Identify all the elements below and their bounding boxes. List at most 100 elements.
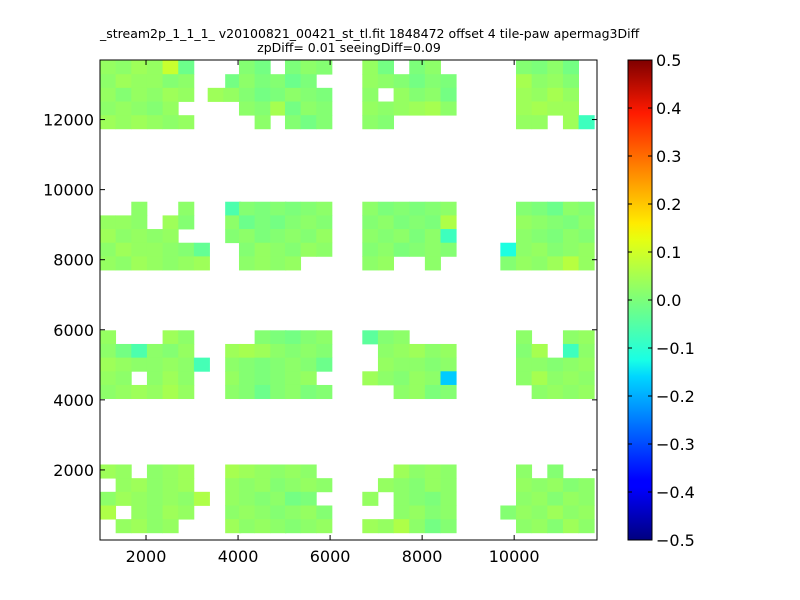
heatmap-cell: [146, 101, 163, 116]
heatmap-cell: [393, 343, 410, 359]
heatmap-cell: [578, 201, 595, 216]
heatmap-cell: [578, 478, 595, 493]
heatmap-cell: [146, 242, 163, 257]
heatmap-cell: [254, 505, 271, 520]
heatmap-cell: [500, 505, 517, 520]
heatmap-cell: [131, 256, 148, 271]
heatmap-cell: [100, 74, 117, 89]
heatmap-cell: [409, 201, 426, 216]
heatmap-cell: [284, 115, 302, 130]
heatmap-cell: [146, 343, 163, 359]
heatmap-cell: [393, 242, 410, 257]
heatmap-cell: [316, 384, 333, 400]
heatmap-cell: [254, 357, 271, 372]
heatmap-cell: [562, 60, 579, 75]
heatmap-cell: [424, 371, 441, 386]
heatmap-cell: [516, 330, 533, 345]
heatmap-cell: [178, 201, 195, 216]
heatmap-cell: [100, 357, 117, 372]
heatmap-cell: [316, 330, 333, 345]
heatmap-cell: [284, 464, 302, 479]
heatmap-cell: [516, 464, 533, 479]
chart-subtitle: zpDiff= 0.01 seeingDiff=0.09: [257, 40, 441, 55]
heatmap-cell: [270, 215, 287, 230]
heatmap-cell: [516, 343, 533, 359]
heatmap-cell: [146, 384, 163, 400]
heatmap-cell: [115, 229, 132, 244]
heatmap-cell: [424, 357, 441, 372]
heatmap-cell: [409, 74, 426, 89]
heatmap-cell: [562, 491, 579, 506]
heatmap-cell: [362, 519, 379, 534]
heatmap-cell: [254, 101, 271, 116]
heatmap-cell: [440, 87, 457, 102]
heatmap-cell: [300, 229, 317, 244]
heatmap-cell: [100, 371, 117, 386]
heatmap-cell: [146, 229, 163, 244]
heatmap-cell: [270, 101, 287, 116]
heatmap-cell: [377, 215, 394, 230]
heatmap-cell: [531, 256, 548, 271]
heatmap-cell: [547, 491, 564, 506]
heatmap-cell: [115, 215, 132, 230]
heatmap-cell: [562, 201, 579, 216]
heatmap-cell: [193, 242, 210, 257]
heatmap-cell: [254, 115, 271, 130]
heatmap-cell: [424, 229, 441, 244]
heatmap-cell: [547, 256, 564, 271]
heatmap-cell: [377, 330, 394, 345]
heatmap-cell: [316, 101, 333, 116]
heatmap-cell: [146, 60, 163, 75]
heatmap-cell: [393, 101, 410, 116]
heatmap-cell: [100, 464, 117, 479]
heatmap-cell: [146, 519, 163, 534]
heatmap-cell: [316, 478, 333, 493]
heatmap-cell: [178, 74, 195, 89]
heatmap-cell: [254, 74, 271, 89]
heatmap-cell: [440, 229, 457, 244]
heatmap-cell: [254, 201, 271, 216]
heatmap-cell: [146, 256, 163, 271]
heatmap-cell: [393, 384, 410, 400]
heatmap-cell: [377, 101, 394, 116]
colorbar-tick-label: −0.5: [656, 531, 695, 550]
heatmap-cell: [178, 87, 195, 102]
heatmap-cell: [516, 371, 533, 386]
heatmap-cell: [254, 242, 271, 257]
heatmap-cell: [516, 229, 533, 244]
heatmap-cell: [225, 343, 242, 359]
heatmap-cell: [377, 256, 394, 271]
heatmap-cell: [225, 478, 242, 493]
heatmap-cell: [225, 229, 242, 244]
heatmap-cell: [270, 74, 287, 89]
heatmap-cell: [393, 478, 410, 493]
heatmap-cell: [377, 371, 394, 386]
heatmap-cell: [440, 215, 457, 230]
heatmap-cell: [254, 464, 271, 479]
heatmap-cell: [424, 215, 441, 230]
heatmap-cell: [238, 87, 256, 102]
heatmap-cell: [578, 256, 595, 271]
heatmap-cell: [284, 229, 302, 244]
heatmap-cell: [178, 491, 195, 506]
heatmap-cell: [238, 74, 256, 89]
heatmap-cell: [162, 229, 179, 244]
heatmap-cell: [225, 74, 242, 89]
heatmap-cell: [578, 371, 595, 386]
heatmap-cell: [424, 256, 441, 271]
heatmap-cell: [377, 478, 394, 493]
heatmap-cell: [300, 384, 317, 400]
heatmap-cell: [578, 519, 595, 534]
heatmap-cell: [254, 491, 271, 506]
heatmap-cell: [178, 215, 195, 230]
heatmap-cell: [238, 519, 256, 534]
heatmap-cell: [500, 256, 517, 271]
heatmap-cell: [238, 371, 256, 386]
heatmap-cell: [409, 478, 426, 493]
heatmap-cell: [316, 229, 333, 244]
heatmap-cell: [424, 60, 441, 75]
heatmap-cell: [562, 478, 579, 493]
heatmap-cell: [393, 464, 410, 479]
chart-title: _stream2p_1_1_1_ v20100821_00421_st_tl.f…: [100, 26, 640, 41]
heatmap-cell: [225, 505, 242, 520]
